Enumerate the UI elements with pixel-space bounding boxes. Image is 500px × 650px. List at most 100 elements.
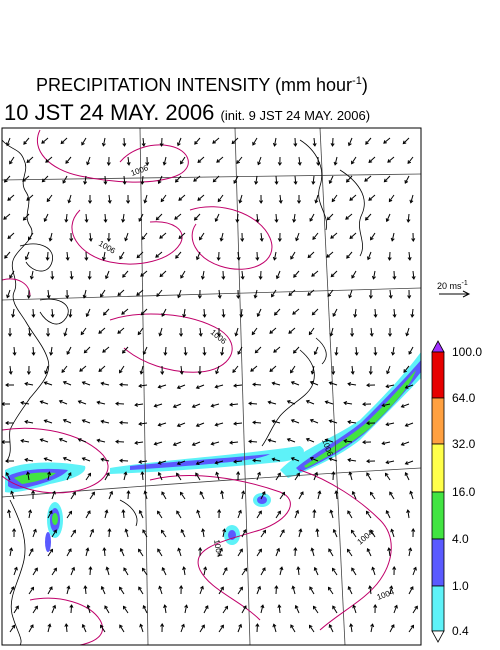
wind-arrow-head: [269, 368, 274, 373]
wind-arrow: [256, 213, 259, 223]
wind-arrow: [310, 381, 319, 386]
wind-arrow: [122, 509, 125, 519]
wind-arrow-head: [27, 236, 32, 241]
wind-arrow: [389, 491, 395, 500]
wind-arrow: [293, 213, 296, 222]
wind-arrow-head: [29, 275, 34, 280]
wind-arrow-head: [82, 294, 87, 299]
wind-arrow-head: [162, 161, 167, 166]
wind-arrow: [203, 346, 206, 356]
wind-arrow: [241, 529, 247, 538]
wind-arrow-head: [297, 161, 302, 166]
wind-arrow: [354, 308, 357, 317]
wind-arrow-head: [259, 237, 264, 242]
wind-arrow: [229, 441, 239, 444]
wind-arrow: [272, 420, 281, 424]
wind-arrow-head: [309, 586, 313, 591]
wind-arrow-head: [123, 567, 127, 572]
wind-arrow: [176, 510, 182, 519]
wind-arrow-head: [351, 274, 355, 279]
wind-arrow: [89, 529, 94, 538]
wind-arrow-head: [351, 567, 355, 572]
wind-arrow: [408, 625, 414, 633]
wind-arrow-head: [290, 369, 294, 374]
wind-arrow: [85, 213, 88, 223]
wind-arrow: [178, 194, 186, 201]
wind-arrow: [386, 460, 395, 464]
wind-arrow-head: [402, 140, 407, 145]
wind-arrow-head: [7, 333, 13, 337]
wind-arrow: [158, 384, 167, 388]
wind-arrow-head: [394, 604, 398, 609]
wind-arrow-head: [347, 458, 352, 463]
wind-arrow: [252, 459, 262, 462]
wind-arrow: [66, 548, 72, 557]
wind-arrow-head: [105, 275, 109, 280]
wind-arrow: [411, 308, 414, 317]
wind-arrow-head: [387, 257, 392, 261]
wind-arrow: [229, 403, 239, 406]
wind-arrow: [30, 270, 34, 279]
wind-arrow: [141, 308, 148, 316]
wind-arrow-head: [79, 368, 83, 372]
wind-arrow: [28, 327, 31, 336]
wind-arrow: [25, 383, 34, 386]
wind-arrow-head: [334, 352, 339, 356]
wind-arrow: [327, 213, 334, 221]
wind-arrow: [46, 251, 49, 261]
colorbar-segment-16-32: [431, 443, 445, 493]
wind-arrow: [176, 473, 182, 481]
wind-arrow-head: [328, 548, 332, 553]
wind-arrow: [232, 365, 239, 373]
wind-arrow: [158, 460, 167, 464]
wind-arrow: [197, 194, 205, 201]
wind-arrow-head: [197, 159, 202, 164]
wind-arrow: [86, 308, 91, 317]
wind-arrow: [144, 194, 148, 203]
wind-arrow-head: [370, 529, 374, 534]
wind-arrow-head: [195, 385, 200, 389]
wind-arrow-head: [257, 161, 261, 166]
wind-arrow-head: [368, 371, 373, 375]
wind-arrow: [388, 548, 391, 557]
wind-arrow: [241, 270, 244, 279]
wind-arrow-head: [411, 238, 416, 242]
wind-arrow: [9, 156, 15, 164]
wind-arrow-head: [274, 181, 279, 185]
wind-arrow-head: [271, 293, 275, 298]
wind-arrow: [330, 270, 338, 277]
wind-arrow: [366, 511, 372, 519]
wind-arrow: [255, 346, 262, 354]
wind-arrow-head: [327, 586, 332, 591]
wind-arrow: [203, 567, 207, 576]
wind-arrow: [59, 438, 68, 443]
wind-arrow-head: [351, 160, 355, 165]
wind-arrow: [13, 346, 16, 356]
wind-arrow: [157, 511, 163, 519]
wind-arrow-head: [30, 490, 36, 494]
wind-arrow-head: [293, 143, 298, 147]
wind-arrow-head: [328, 457, 333, 462]
wind-arrow: [68, 194, 72, 203]
wind-arrow-head: [237, 351, 242, 355]
wind-arrow-head: [117, 292, 122, 297]
wind-arrow-head: [197, 371, 202, 375]
wind-arrow: [256, 623, 258, 633]
wind-arrow-head: [368, 159, 373, 164]
wind-arrow: [28, 510, 31, 519]
wind-arrow-head: [48, 510, 53, 514]
wind-arrow: [408, 548, 412, 557]
wind-arrow: [252, 383, 262, 386]
wind-arrow-head: [6, 294, 10, 299]
wind-arrow: [69, 308, 72, 318]
wind-arrow-head: [195, 472, 199, 477]
wind-arrow-head: [407, 256, 412, 261]
wind-arrow-head: [46, 294, 51, 299]
wind-arrow-head: [368, 197, 373, 201]
wind-arrow: [159, 327, 163, 336]
wind-arrow-head: [83, 349, 88, 354]
wind-arrow-head: [24, 381, 29, 386]
wind-arrow-head: [77, 400, 82, 404]
wind-arrow: [241, 491, 245, 500]
map-frame: [2, 128, 421, 645]
